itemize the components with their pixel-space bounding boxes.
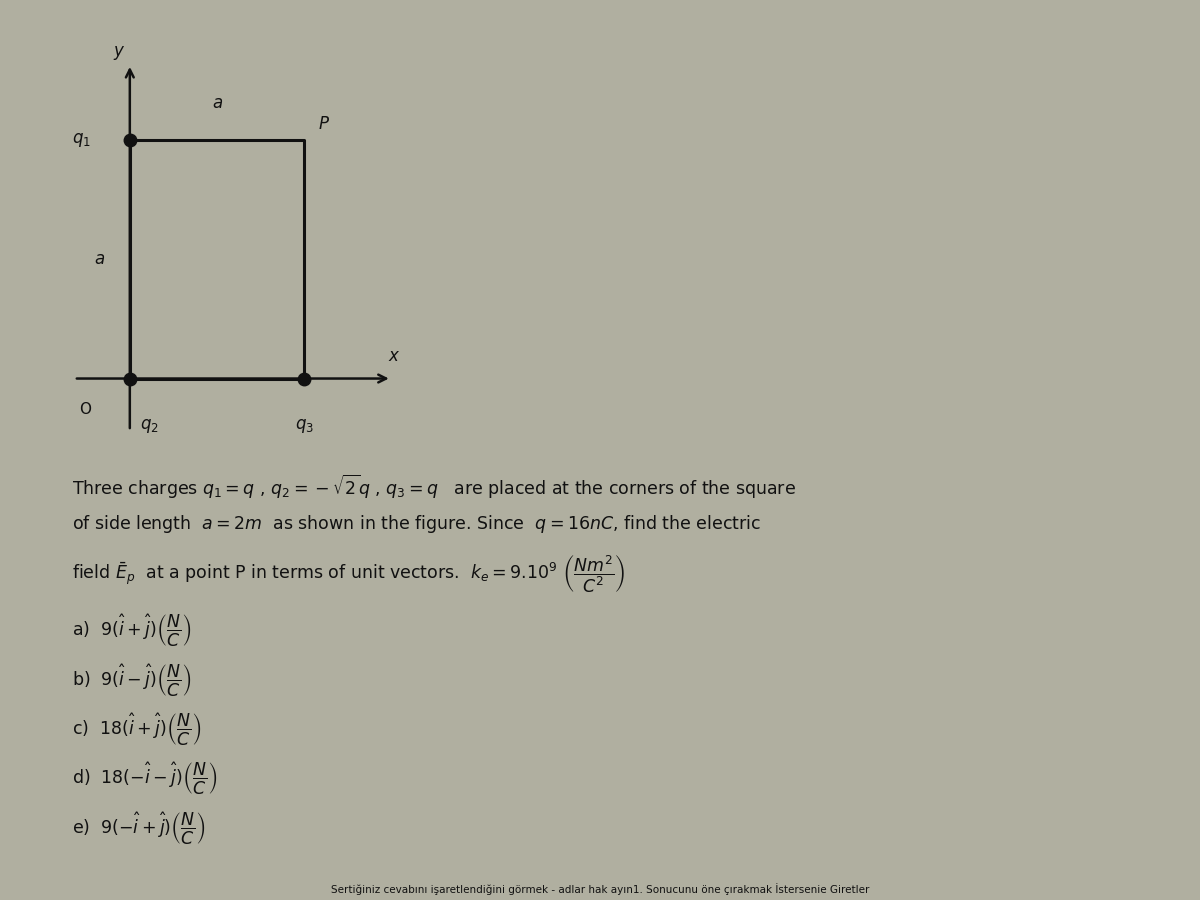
Text: $x$: $x$ [388, 347, 401, 365]
Text: d)  $18(-\hat{i} - \hat{j})\left(\dfrac{N}{C}\right)$: d) $18(-\hat{i} - \hat{j})\left(\dfrac{N… [72, 760, 217, 796]
Text: a)  $9(\hat{i} + \hat{j})\left(\dfrac{N}{C}\right)$: a) $9(\hat{i} + \hat{j})\left(\dfrac{N}{… [72, 612, 191, 648]
Text: $a$: $a$ [211, 94, 223, 112]
Text: c)  $18(\hat{i} + \hat{j})\left(\dfrac{N}{C}\right)$: c) $18(\hat{i} + \hat{j})\left(\dfrac{N}… [72, 711, 202, 747]
Text: $q_1$: $q_1$ [72, 131, 91, 149]
Text: O: O [79, 402, 91, 418]
Text: b)  $9(\hat{i} - \hat{j})\left(\dfrac{N}{C}\right)$: b) $9(\hat{i} - \hat{j})\left(\dfrac{N}{… [72, 662, 192, 698]
Text: $q_3$: $q_3$ [295, 417, 314, 435]
Text: Three charges $q_1 = q$ , $q_2 = -\sqrt{2}q$ , $q_3 = q$   are placed at the cor: Three charges $q_1 = q$ , $q_2 = -\sqrt{… [72, 472, 796, 500]
Text: e)  $9(-\hat{i} + \hat{j})\left(\dfrac{N}{C}\right)$: e) $9(-\hat{i} + \hat{j})\left(\dfrac{N}… [72, 810, 206, 846]
Text: $q_2$: $q_2$ [140, 417, 160, 435]
Text: of side length  $a = 2m$  as shown in the figure. Since  $q = 16nC$, find the el: of side length $a = 2m$ as shown in the … [72, 513, 761, 535]
Text: $a$: $a$ [95, 250, 106, 268]
Text: P: P [318, 115, 329, 133]
Text: Sertiğiniz cevabını işaretlendiğini görmek - adlar hak ayın1. Sonucunu öne çırak: Sertiğiniz cevabını işaretlendiğini görm… [331, 883, 869, 895]
Text: $y$: $y$ [113, 44, 126, 62]
Text: field $\bar{E}_p$  at a point P in terms of unit vectors.  $k_e = 9.10^9$ $\left: field $\bar{E}_p$ at a point P in terms … [72, 554, 625, 595]
